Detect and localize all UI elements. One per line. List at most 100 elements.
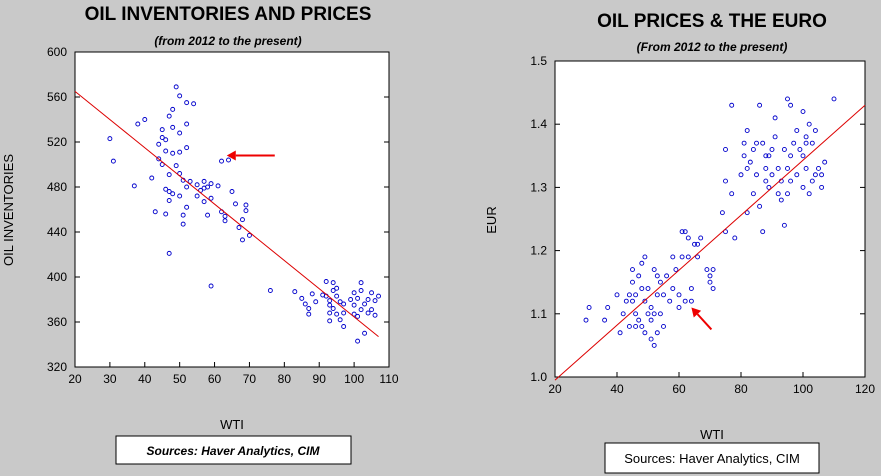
right-data-point bbox=[803, 140, 809, 146]
right-data-point bbox=[654, 330, 660, 336]
left-data-point bbox=[170, 124, 176, 130]
right-data-point bbox=[791, 140, 797, 146]
right-data-point bbox=[800, 153, 806, 159]
right-data-point bbox=[741, 140, 747, 146]
right-data-point bbox=[654, 292, 660, 298]
left-data-point bbox=[184, 121, 190, 127]
right-data-point bbox=[707, 273, 713, 279]
left-data-point bbox=[184, 100, 190, 106]
right-data-point bbox=[732, 235, 738, 241]
left-data-point bbox=[337, 299, 343, 305]
right-data-point bbox=[704, 267, 710, 273]
right-data-point bbox=[812, 172, 818, 178]
left-data-point bbox=[309, 291, 315, 297]
left-y-tick-label: 560 bbox=[47, 90, 67, 104]
right-data-point bbox=[719, 210, 725, 216]
right-data-point bbox=[788, 102, 794, 108]
right-data-point bbox=[757, 102, 763, 108]
left-data-point bbox=[365, 310, 371, 316]
right-data-point bbox=[710, 286, 716, 291]
right-data-point bbox=[806, 121, 812, 127]
left-data-point bbox=[208, 283, 214, 289]
right-data-point bbox=[809, 178, 815, 184]
right-x-tick-label: 40 bbox=[610, 382, 624, 396]
right-data-point bbox=[688, 298, 694, 304]
left-chart-title: OIL INVENTORIES AND PRICES bbox=[85, 4, 372, 25]
left-y-tick-label: 480 bbox=[47, 180, 67, 194]
left-data-point bbox=[166, 172, 172, 178]
right-data-point bbox=[760, 140, 766, 146]
left-data-point bbox=[323, 279, 329, 284]
left-data-points bbox=[107, 84, 381, 344]
left-data-point bbox=[142, 117, 148, 122]
left-chart: OIL INVENTORIES AND PRICES (from 2012 to… bbox=[1, 4, 399, 465]
right-data-point bbox=[645, 311, 651, 317]
right-data-point bbox=[651, 267, 657, 273]
right-data-point bbox=[797, 147, 803, 152]
right-data-point bbox=[794, 172, 800, 178]
left-data-point bbox=[166, 189, 172, 194]
right-x-tick-label: 60 bbox=[672, 382, 686, 396]
right-data-point bbox=[661, 292, 666, 298]
left-data-point bbox=[184, 204, 190, 210]
left-data-point bbox=[267, 288, 273, 293]
left-data-point bbox=[372, 298, 378, 304]
left-data-point bbox=[369, 290, 375, 296]
left-data-point bbox=[330, 306, 336, 311]
left-axis-ticks: 20 30 40 50 60 70 80 90 100 110 320 360 400 440 480 520… bbox=[47, 45, 399, 386]
left-data-point bbox=[177, 93, 183, 99]
left-data-point bbox=[327, 298, 333, 304]
left-data-point bbox=[110, 158, 116, 164]
left-y-tick-label: 520 bbox=[47, 135, 67, 149]
left-data-point bbox=[327, 310, 333, 316]
left-data-point bbox=[337, 317, 343, 323]
right-data-point bbox=[785, 191, 790, 197]
right-plot-area bbox=[554, 60, 866, 378]
right-data-point bbox=[806, 191, 812, 197]
right-data-point bbox=[648, 336, 654, 342]
right-data-point bbox=[664, 273, 670, 279]
left-data-point bbox=[233, 201, 238, 207]
right-data-point bbox=[819, 172, 825, 178]
left-data-point bbox=[173, 163, 179, 169]
left-x-tick-label: 110 bbox=[379, 372, 398, 386]
left-x-tick-label: 100 bbox=[344, 372, 364, 386]
left-data-point bbox=[180, 221, 186, 227]
right-data-point bbox=[766, 184, 772, 190]
left-data-point bbox=[222, 218, 228, 224]
right-data-point bbox=[602, 317, 608, 323]
right-data-point bbox=[763, 153, 769, 159]
left-y-tick-label: 320 bbox=[47, 360, 67, 374]
left-data-point bbox=[358, 307, 364, 313]
left-data-point bbox=[306, 306, 312, 311]
right-data-point bbox=[800, 109, 806, 115]
left-data-point bbox=[159, 127, 165, 133]
left-data-point bbox=[334, 285, 340, 291]
right-data-point bbox=[772, 115, 778, 121]
right-data-point bbox=[775, 165, 781, 171]
left-data-point bbox=[376, 293, 381, 299]
right-source-box bbox=[604, 442, 820, 474]
left-x-tick-label: 50 bbox=[173, 372, 187, 386]
right-data-point bbox=[633, 292, 639, 298]
right-y-axis-label: EUR bbox=[484, 206, 499, 233]
right-data-point bbox=[763, 178, 769, 184]
right-data-point bbox=[750, 191, 756, 197]
right-data-point bbox=[642, 330, 648, 336]
right-data-point bbox=[639, 260, 645, 266]
right-data-point bbox=[682, 298, 688, 304]
left-data-point bbox=[163, 211, 169, 217]
right-data-point bbox=[809, 140, 815, 146]
left-plot-area bbox=[74, 51, 390, 368]
right-data-point bbox=[673, 267, 679, 273]
left-data-point bbox=[334, 311, 340, 317]
right-data-point bbox=[667, 298, 673, 304]
left-data-point bbox=[201, 178, 207, 184]
left-source-box bbox=[115, 435, 352, 465]
left-data-point bbox=[163, 148, 169, 154]
left-data-point bbox=[156, 156, 162, 162]
right-data-point bbox=[623, 298, 629, 304]
right-data-point bbox=[639, 286, 645, 291]
right-data-point bbox=[723, 147, 728, 152]
right-data-points bbox=[583, 96, 837, 348]
